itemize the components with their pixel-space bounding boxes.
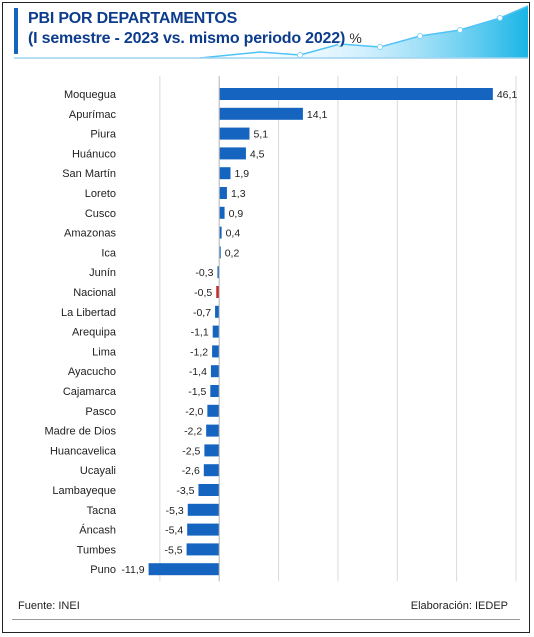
category-label: Madre de Dios bbox=[44, 426, 116, 438]
title-line-1: PBI POR DEPARTAMENTOS bbox=[28, 10, 238, 27]
bar bbox=[219, 187, 227, 199]
category-label: Arequipa bbox=[72, 327, 117, 339]
value-label: -2,5 bbox=[182, 445, 200, 457]
bar bbox=[210, 385, 220, 397]
category-label: Tacna bbox=[87, 505, 117, 517]
bar bbox=[217, 266, 220, 279]
bar bbox=[215, 305, 220, 318]
bar bbox=[219, 147, 246, 160]
category-label: Apurímac bbox=[69, 109, 117, 121]
value-label: 1,3 bbox=[231, 188, 246, 200]
bar bbox=[219, 246, 221, 259]
category-label: San Martín bbox=[62, 168, 116, 180]
value-label: -1,5 bbox=[188, 386, 206, 398]
bar bbox=[219, 127, 250, 140]
category-label: Amazonas bbox=[64, 228, 116, 240]
value-label: -0,3 bbox=[195, 267, 213, 279]
bar bbox=[187, 503, 220, 516]
value-label: -0,5 bbox=[194, 287, 212, 299]
bar bbox=[212, 325, 220, 338]
value-label: 0,9 bbox=[229, 208, 244, 220]
value-label: -3,5 bbox=[176, 485, 194, 497]
value-label: 4,5 bbox=[250, 148, 265, 160]
category-label: Lima bbox=[92, 346, 117, 358]
value-label: -2,0 bbox=[185, 406, 203, 418]
bar bbox=[204, 444, 220, 457]
category-label: Ayacucho bbox=[68, 366, 116, 378]
bar bbox=[210, 365, 220, 378]
bar bbox=[219, 88, 493, 100]
value-label: 1,9 bbox=[235, 168, 250, 180]
value-label: -11,9 bbox=[121, 564, 144, 576]
category-label: Áncash bbox=[79, 524, 116, 537]
category-label: Pasco bbox=[85, 406, 116, 418]
value-label: -2,2 bbox=[184, 426, 202, 438]
title-line-2: (I semestre - 2023 vs. mismo periodo 202… bbox=[28, 30, 362, 48]
category-label: Ica bbox=[101, 247, 117, 259]
value-label: 14,1 bbox=[307, 109, 328, 121]
category-label: Tumbes bbox=[77, 544, 117, 556]
bar bbox=[219, 167, 231, 180]
bar bbox=[206, 424, 220, 437]
category-label: Huánuco bbox=[72, 148, 116, 160]
bar bbox=[207, 404, 220, 417]
chart-frame bbox=[2, 2, 530, 633]
bar-highlight bbox=[216, 286, 220, 298]
category-label: Piura bbox=[90, 129, 117, 141]
value-label: 0,2 bbox=[225, 247, 240, 259]
value-label: -5,3 bbox=[166, 505, 184, 517]
category-label: Lambayeque bbox=[52, 485, 116, 497]
bar bbox=[219, 206, 225, 219]
category-label: Junín bbox=[89, 267, 116, 279]
bar bbox=[203, 464, 220, 477]
value-label: -5,5 bbox=[164, 544, 182, 556]
category-label: La Libertad bbox=[61, 307, 116, 319]
bar bbox=[219, 226, 222, 239]
value-label: -2,6 bbox=[182, 465, 200, 477]
bar bbox=[186, 543, 220, 556]
bar bbox=[212, 345, 220, 358]
category-label: Ucayali bbox=[80, 465, 116, 477]
title-decoration bbox=[14, 5, 529, 59]
title-unit: % bbox=[349, 30, 362, 46]
value-label: 0,4 bbox=[226, 228, 241, 240]
value-label: -1,1 bbox=[191, 327, 209, 339]
value-label: 46,1 bbox=[497, 89, 518, 101]
value-label: -1,4 bbox=[189, 366, 207, 378]
value-label: -5,4 bbox=[165, 525, 183, 537]
value-label: -1,2 bbox=[190, 346, 208, 358]
category-label: Loreto bbox=[85, 188, 116, 200]
category-label: Cajamarca bbox=[63, 386, 117, 398]
title-period: (I semestre - 2023 vs. mismo periodo 202… bbox=[28, 30, 346, 47]
category-label: Huancavelica bbox=[50, 445, 117, 457]
bar bbox=[148, 563, 220, 576]
bar bbox=[187, 523, 220, 536]
category-label: Nacional bbox=[73, 287, 116, 299]
category-label: Cusco bbox=[85, 208, 116, 220]
category-label: Moquegua bbox=[64, 89, 117, 101]
bar bbox=[219, 107, 303, 120]
value-label: -0,7 bbox=[193, 307, 211, 319]
bar bbox=[198, 484, 220, 496]
value-label: 5,1 bbox=[253, 129, 268, 141]
category-label: Puno bbox=[90, 564, 116, 576]
title-accent-bar bbox=[14, 8, 18, 54]
